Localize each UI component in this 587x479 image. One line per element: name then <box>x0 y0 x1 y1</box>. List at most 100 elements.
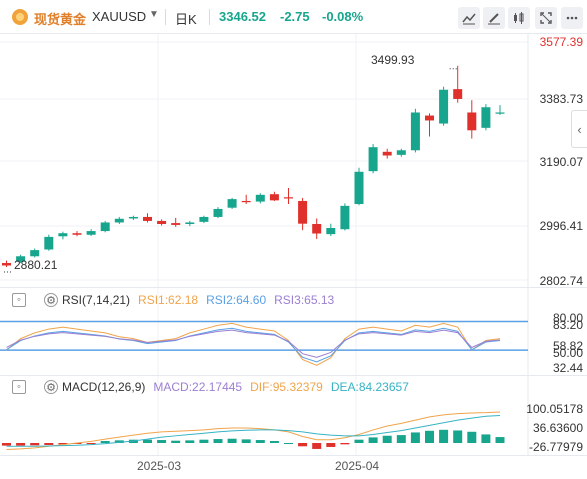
candle <box>100 222 110 232</box>
y-label: 2996.41 <box>539 219 583 233</box>
candle <box>425 115 434 121</box>
candle <box>199 216 209 222</box>
macd-bar <box>326 443 336 447</box>
rsi1-line <box>6 322 501 366</box>
macd-bar <box>44 443 54 445</box>
macd-bar <box>157 440 167 443</box>
visibility-icon[interactable]: ◦ <box>12 293 26 307</box>
candle <box>439 89 449 124</box>
symbol-name[interactable]: 现货黄金 <box>34 12 87 27</box>
macd-title: MACD(12,26,9) <box>62 380 146 394</box>
candle <box>30 250 40 257</box>
candle <box>58 233 68 237</box>
candle <box>86 231 96 235</box>
macd-y-label: 100.05178 <box>526 402 583 416</box>
y-label: 2802.74 <box>539 274 583 288</box>
macd-bar <box>284 443 293 444</box>
dif-value: DIF:95.32379 <box>250 380 323 394</box>
macd-bar <box>100 441 110 443</box>
candle <box>114 218 124 223</box>
line-chart-icon[interactable] <box>458 7 480 29</box>
period-selector[interactable]: 日K <box>175 12 197 27</box>
macd-header: ◦ ⚙ MACD(12,26,9) MACD:22.17445 DIF:95.3… <box>0 378 409 396</box>
candle <box>269 194 279 201</box>
price-change-pct: -0.08% <box>322 9 364 24</box>
dea-line <box>6 415 501 447</box>
settings-icon[interactable]: ⚙ <box>44 293 58 307</box>
candle <box>467 112 477 131</box>
macd-y-label: 36.63600 <box>532 421 583 435</box>
macd-bar <box>185 440 195 443</box>
macd-bar <box>298 443 308 447</box>
macd-bar <box>255 440 265 443</box>
rsi-y-label: 50.00 <box>552 346 583 360</box>
y-label: 3190.07 <box>539 155 583 169</box>
macd-y-label: -26.77979 <box>528 440 583 454</box>
visibility-icon[interactable]: ◦ <box>12 380 26 394</box>
candle <box>410 112 420 151</box>
macd-bar <box>481 434 491 443</box>
macd-bar <box>199 439 209 443</box>
rsi2-value: RSI2:64.60 <box>206 293 267 307</box>
candle <box>382 151 392 156</box>
candle <box>340 205 350 230</box>
candle <box>213 208 223 217</box>
macd-bar <box>467 431 477 443</box>
y-label: 3383.73 <box>539 92 583 106</box>
candle <box>312 224 322 234</box>
candle <box>255 194 265 202</box>
rsi2-line <box>6 327 501 363</box>
macd-bar <box>495 437 505 443</box>
rsi3-line <box>6 329 501 358</box>
candle <box>72 233 82 235</box>
candle <box>157 220 167 225</box>
rsi-y-label: 32.44 <box>552 361 583 375</box>
chart-header: 现货黄金 XAUUSD ▼ 日K 3346.52 -2.75 -0.08% <box>0 0 587 34</box>
macd-bar <box>241 439 251 443</box>
candle <box>495 112 505 114</box>
candle <box>241 200 251 203</box>
macd-bar <box>453 430 463 443</box>
rsi-y-label: 80.00 <box>552 311 583 325</box>
expand-icon[interactable] <box>535 7 557 29</box>
last-price: 3346.52 <box>219 9 266 24</box>
rsi-y-label: 58.82 <box>552 339 583 353</box>
symbol-ticker[interactable]: XAUUSD <box>92 9 147 24</box>
settings-icon[interactable]: ⚙ <box>44 380 58 394</box>
macd-value: MACD:22.17445 <box>153 380 243 394</box>
macd-bar <box>86 443 96 444</box>
macd-bar <box>340 443 350 445</box>
candle <box>227 199 237 208</box>
candle <box>354 171 364 205</box>
y-label-top: 3577.39 <box>539 35 583 49</box>
draw-icon[interactable] <box>483 7 505 29</box>
macd-bar <box>354 439 364 443</box>
candle-type-icon[interactable] <box>508 7 530 29</box>
candle <box>453 89 463 99</box>
macd-bar <box>368 437 378 443</box>
high-price-label: 3499.93 <box>371 53 415 67</box>
candle <box>326 227 336 235</box>
dropdown-caret-icon[interactable]: ▼ <box>149 9 159 20</box>
candle <box>284 197 293 199</box>
collapse-side-icon[interactable]: ‹ <box>571 110 587 148</box>
candle <box>171 223 181 225</box>
panel-divider <box>0 287 587 288</box>
dif-line <box>6 411 501 451</box>
candle <box>396 150 406 155</box>
divider <box>165 9 166 25</box>
macd-bar <box>439 429 449 443</box>
divider <box>209 9 210 25</box>
macd-bar <box>2 443 11 446</box>
macd-bar <box>425 430 434 443</box>
macd-bar <box>410 432 420 443</box>
macd-bar <box>114 440 124 443</box>
macd-bar <box>16 443 26 446</box>
macd-bar <box>171 440 181 443</box>
rsi-y-label: 83.20 <box>552 318 583 332</box>
rsi-title: RSI(7,14,21) <box>62 293 131 307</box>
candle <box>143 216 152 221</box>
macd-bar <box>312 443 322 449</box>
more-icon[interactable] <box>561 7 583 29</box>
